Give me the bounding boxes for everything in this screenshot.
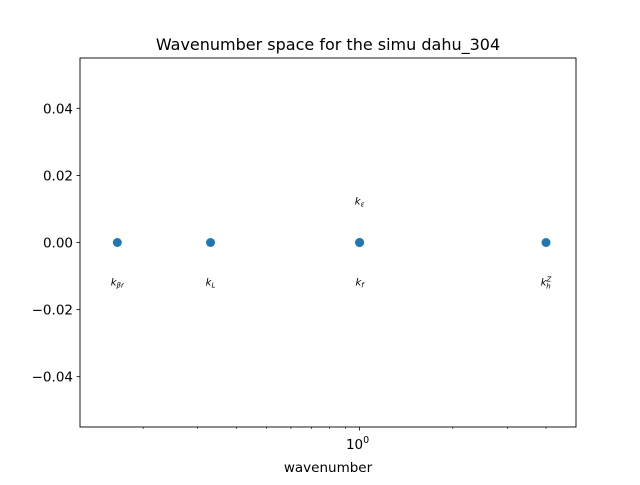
label-k_L: kL — [206, 278, 216, 290]
point-k_L — [206, 238, 216, 247]
y-axis: 0.04 0.02 0.00 −0.02 −0.04 — [32, 101, 80, 386]
point-labels: kβr kL kf kε kZ h — [111, 197, 552, 291]
y-tick-label: 0.00 — [43, 236, 73, 252]
label-k_epsilon: kε — [355, 197, 365, 209]
point-k_epsilon — [355, 238, 365, 247]
chart-title: Wavenumber space for the simu dahu_304 — [156, 35, 500, 55]
label-k_f: kf — [355, 278, 365, 290]
plot-frame — [79, 57, 577, 428]
x-axis-label: wavenumber — [284, 460, 373, 476]
label-k_h_z: kZ h — [541, 276, 552, 291]
y-tick-label: −0.04 — [32, 370, 73, 386]
y-tick-label: −0.02 — [32, 303, 73, 319]
data-points — [112, 238, 551, 247]
label-k_beta_r: kβr — [111, 278, 125, 290]
point-k_beta_r — [112, 238, 122, 247]
y-tick-label: 0.04 — [43, 101, 73, 117]
point-k_h_z — [541, 238, 551, 247]
x-tick-label: 100 — [346, 435, 369, 453]
y-tick-label: 0.02 — [43, 168, 73, 184]
